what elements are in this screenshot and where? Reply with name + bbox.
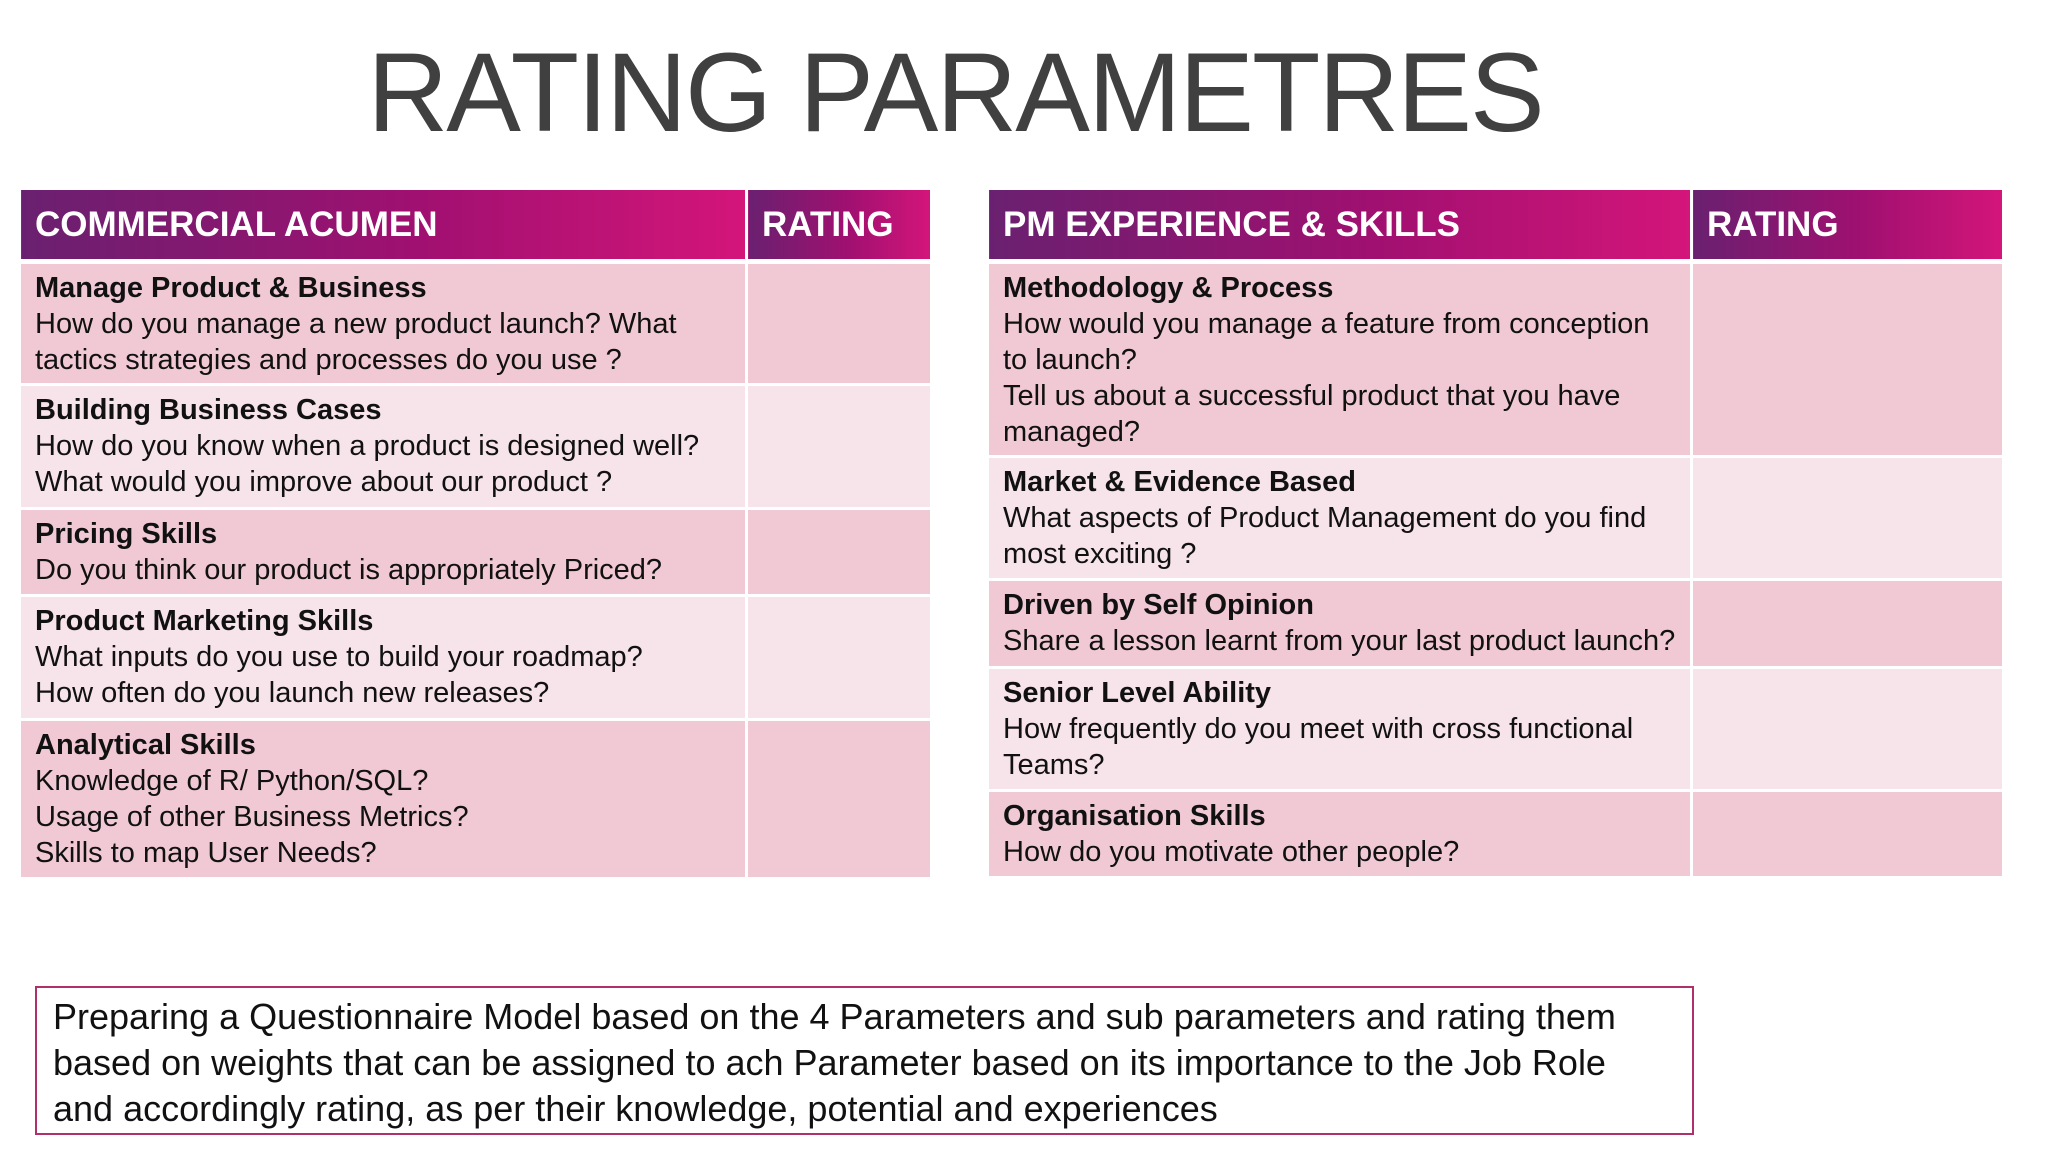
parameter-title: Organisation Skills (1003, 800, 1266, 832)
parameter-cell: Organisation Skills How do you motivate … (986, 789, 1693, 879)
rating-cell[interactable] (745, 594, 933, 721)
parameter-question: Skills to map User Needs? (35, 837, 377, 869)
summary-note: Preparing a Questionnaire Model based on… (35, 986, 1694, 1135)
parameter-title: Building Business Cases (35, 394, 382, 426)
parameter-cell: Product Marketing Skills What inputs do … (18, 594, 748, 721)
pm-experience-table: PM EXPERIENCE & SKILLS RATING Methodolog… (986, 187, 2005, 879)
parameter-question: Usage of other Business Metrics? (35, 801, 469, 833)
parameter-title: Product Marketing Skills (35, 605, 374, 637)
parameter-question: Share a lesson learnt from your last pro… (1003, 625, 1676, 657)
parameter-title: Pricing Skills (35, 518, 218, 550)
parameter-question: How do you motivate other people? (1003, 836, 1460, 868)
table-row: Market & Evidence Based What aspects of … (986, 455, 2005, 581)
table-row: Building Business Cases How do you know … (18, 383, 933, 510)
summary-note-line: based on weights that can be assigned to… (53, 1042, 1606, 1083)
parameter-question: What inputs do you use to build your roa… (35, 641, 643, 673)
table-row: Driven by Self Opinion Share a lesson le… (986, 578, 2005, 669)
parameter-cell: Analytical Skills Knowledge of R/ Python… (18, 718, 748, 880)
pm-experience-header: PM EXPERIENCE & SKILLS (986, 187, 1693, 264)
parameter-question: Tell us about a successful product that … (1003, 380, 1621, 448)
parameter-cell: Methodology & Process How would you mana… (986, 260, 1693, 458)
rating-cell[interactable] (1690, 260, 2005, 458)
parameter-question: Do you think our product is appropriatel… (35, 554, 663, 586)
parameter-title: Driven by Self Opinion (1003, 589, 1314, 621)
table-row: Methodology & Process How would you mana… (986, 260, 2005, 458)
parameter-question: How frequently do you meet with cross fu… (1003, 713, 1634, 781)
parameter-title: Manage Product & Business (35, 272, 427, 304)
parameter-cell: Pricing Skills Do you think our product … (18, 507, 748, 597)
parameter-cell: Manage Product & Business How do you man… (18, 260, 748, 386)
summary-note-line: Preparing a Questionnaire Model based on… (53, 996, 1616, 1037)
table-row: Product Marketing Skills What inputs do … (18, 594, 933, 721)
commercial-acumen-table: COMMERCIAL ACUMEN RATING Manage Product … (18, 187, 933, 880)
parameter-title: Market & Evidence Based (1003, 466, 1356, 498)
rating-header: RATING (1690, 187, 2005, 264)
summary-note-line: and accordingly rating, as per their kno… (53, 1088, 1218, 1129)
parameter-question: How would you manage a feature from conc… (1003, 308, 1650, 376)
page-title: RATING PARAMETRES (367, 30, 1544, 155)
rating-cell[interactable] (745, 718, 933, 880)
rating-cell[interactable] (1690, 455, 2005, 581)
parameter-title: Analytical Skills (35, 729, 256, 761)
rating-cell[interactable] (1690, 789, 2005, 879)
parameter-question: What aspects of Product Management do yo… (1003, 502, 1647, 570)
parameter-title: Methodology & Process (1003, 272, 1334, 304)
rating-cell[interactable] (745, 260, 933, 386)
table-row: Senior Level Ability How frequently do y… (986, 666, 2005, 792)
parameter-title: Senior Level Ability (1003, 677, 1272, 709)
rating-cell[interactable] (745, 507, 933, 597)
rating-cell[interactable] (1690, 578, 2005, 669)
table-row: Analytical Skills Knowledge of R/ Python… (18, 718, 933, 880)
parameter-question: How do you know when a product is design… (35, 430, 700, 462)
parameter-cell: Market & Evidence Based What aspects of … (986, 455, 1693, 581)
parameter-question: Knowledge of R/ Python/SQL? (35, 765, 429, 797)
parameter-question: How do you manage a new product launch? … (35, 308, 677, 376)
parameter-cell: Senior Level Ability How frequently do y… (986, 666, 1693, 792)
rating-cell[interactable] (1690, 666, 2005, 792)
parameter-question: What would you improve about our product… (35, 466, 613, 498)
table-row: Pricing Skills Do you think our product … (18, 507, 933, 597)
parameter-cell: Building Business Cases How do you know … (18, 383, 748, 510)
rating-cell[interactable] (745, 383, 933, 510)
parameter-question: How often do you launch new releases? (35, 677, 550, 709)
table-row: Manage Product & Business How do you man… (18, 260, 933, 386)
commercial-acumen-header: COMMERCIAL ACUMEN (18, 187, 748, 264)
parameter-cell: Driven by Self Opinion Share a lesson le… (986, 578, 1693, 669)
rating-header: RATING (745, 187, 933, 264)
table-row: Organisation Skills How do you motivate … (986, 789, 2005, 879)
